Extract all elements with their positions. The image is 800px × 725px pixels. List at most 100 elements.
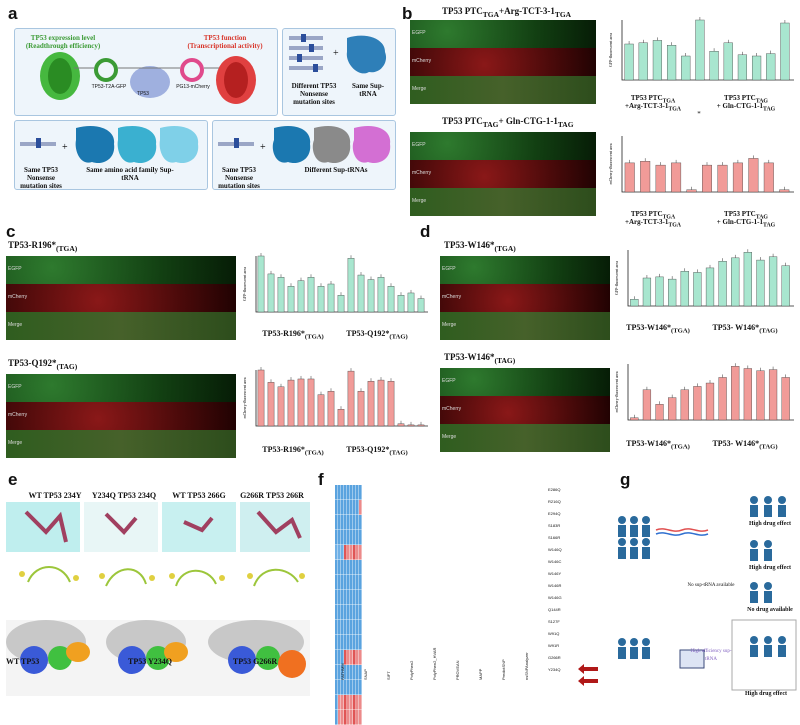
chart-bar	[768, 369, 778, 421]
g-nodrug: No drug available	[747, 607, 793, 613]
chart-bar	[781, 265, 790, 307]
same-sites-label-2: Same TP53 Nonsense mutation sites	[218, 166, 260, 190]
chart-bar	[743, 368, 752, 421]
chart-bar	[417, 424, 425, 427]
chart-bar	[695, 19, 705, 81]
heatmap-row-label: R216Q	[548, 499, 561, 504]
chart-bar	[357, 274, 365, 313]
chart-bar	[267, 382, 275, 427]
chart-bar	[317, 394, 325, 427]
same-family-label: Same amino acid family Sup-tRNA	[86, 166, 174, 182]
chart-bar	[756, 370, 765, 421]
b-chart-1: GFP-fluorescent area	[608, 17, 794, 81]
e-label-3: WT TP53 266G	[172, 491, 226, 500]
b-group-2b: + Gln-CTG-1-1TAG	[716, 102, 776, 113]
heatmap-row-label: W146G	[548, 595, 562, 600]
sup-trna-icon	[346, 35, 387, 74]
chart-bar	[630, 299, 639, 307]
heatmap-col-label: PolyPhen2_HVAR	[432, 647, 437, 680]
same-family-illustration: +	[20, 125, 199, 164]
d-group-3: TP53-W146*(TGA)	[626, 439, 690, 451]
heatmap-cell	[358, 484, 362, 500]
chart-bar	[624, 162, 635, 193]
construct-gfp: TP53-T2A-GFP	[91, 84, 127, 90]
heatmap-row-label: S127F	[548, 619, 560, 624]
tp53-protein-icon	[130, 66, 170, 98]
d-micrograph-1: EGFP mCherry Merge	[440, 256, 610, 340]
chart-bar	[671, 162, 682, 193]
chart-bar	[377, 277, 385, 313]
d-micrograph-2: EGFP mCherry Merge	[440, 368, 610, 452]
trna-pink-icon	[352, 125, 391, 164]
chart-bar	[367, 381, 375, 427]
chart-bar	[397, 295, 405, 313]
chart-bar	[655, 164, 666, 193]
chart-bar	[642, 389, 652, 421]
heatmap-cell	[358, 574, 362, 590]
chart-bar	[732, 162, 743, 193]
panel-label-c: c	[6, 222, 16, 241]
g-high-2: High drug effect	[749, 565, 791, 571]
b-group-3b: +Arg-TCT-3-1TGA	[624, 218, 682, 229]
arrow-left-icon	[578, 664, 598, 674]
b-micrograph-2: EGFP mCherry Merge	[410, 132, 596, 216]
f-row-labels: E286Q R216Q E294Q S183R S166R W146Q W146C W146Y…	[548, 484, 562, 676]
heatmap-cell	[358, 514, 362, 530]
heatmap-cell	[358, 664, 362, 680]
chart-ylabel: mCherry-fluorescent area	[608, 143, 613, 184]
chart-ylabel: mCherry-fluorescent area	[614, 371, 619, 412]
b-group-4a: TP53 PTCTAG	[724, 210, 768, 221]
chart-bar	[387, 381, 395, 427]
chart-ylabel: GFP-fluorescent area	[242, 267, 247, 301]
e-bottom-1: WT TP53	[6, 657, 40, 666]
gfp-plasmid-icon	[94, 58, 118, 82]
heatmap-col-label: PROVEAN	[455, 660, 460, 680]
chart-bar	[743, 252, 752, 307]
chart-bar	[640, 161, 651, 193]
chart-bar	[768, 256, 778, 307]
diff-sites-illustration: +	[289, 34, 387, 74]
chart-bar	[642, 277, 652, 307]
heatmap-cell	[358, 694, 362, 710]
heatmap-row-label: W146Y	[548, 571, 562, 576]
chart-axis	[621, 20, 794, 81]
heatmap-table	[334, 484, 362, 725]
heatmap-row-label: Y234Q	[548, 667, 561, 672]
d-group-1: TP53-W146*(TGA)	[626, 323, 690, 335]
b-group-4b: + Gln-CTG-1-1TAG	[716, 218, 776, 229]
chart-bar	[702, 164, 712, 193]
chart-bar	[267, 273, 275, 313]
chart-bar	[756, 259, 765, 307]
heatmap-cell	[358, 499, 362, 515]
chart-bar	[705, 267, 715, 307]
chart-bar	[638, 42, 648, 81]
chart-bar	[763, 162, 774, 193]
heatmap-cell	[358, 544, 362, 560]
e-label-4: G266R TP53 266R	[240, 491, 304, 500]
heatmap-cell	[358, 709, 362, 725]
heatmap-cell	[358, 589, 362, 605]
arrow-left-icon-2	[578, 676, 598, 686]
chart-bar	[718, 261, 727, 307]
chart-bar	[748, 158, 759, 193]
panel-label-g: g	[620, 470, 631, 489]
c-group-1: TP53-R196*(TGA)	[262, 329, 324, 341]
panel-label-f: f	[318, 470, 324, 489]
computer-icon	[679, 649, 705, 669]
trna-blue-2-icon	[117, 125, 157, 164]
c-chart-2: mCherry-fluorescent area	[242, 367, 428, 427]
chart-bar	[717, 164, 728, 193]
func-sub: (Transcriptional activity)	[187, 42, 263, 50]
heatmap-row-label: S183R	[548, 523, 561, 528]
c-chart-1: GFP-fluorescent area	[242, 253, 428, 313]
b-title-1: TP53 PTCTGA+Arg-TCT-3-1TGA	[442, 6, 572, 19]
chart-bar	[781, 377, 790, 421]
chart-bar	[680, 271, 689, 307]
g-nosup: No sup-tRNA available	[687, 583, 735, 588]
chart-bar	[407, 292, 415, 313]
b-chart-2: mCherry-fluorescent area	[608, 136, 794, 193]
e-label-1: WT TP53 234Y	[28, 491, 82, 500]
trna-gray-icon	[312, 125, 351, 164]
b-group-1b: +Arg-TCT-3-1TGA	[624, 102, 682, 113]
chart-bar	[709, 51, 719, 81]
